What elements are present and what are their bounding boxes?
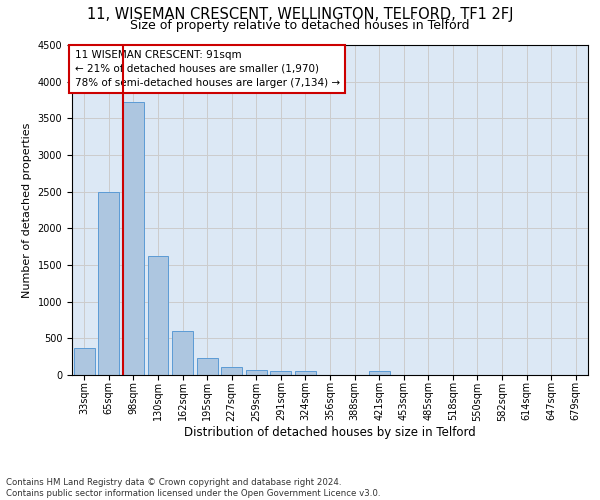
Text: 11, WISEMAN CRESCENT, WELLINGTON, TELFORD, TF1 2FJ: 11, WISEMAN CRESCENT, WELLINGTON, TELFOR… [87, 8, 513, 22]
Text: 11 WISEMAN CRESCENT: 91sqm
← 21% of detached houses are smaller (1,970)
78% of s: 11 WISEMAN CRESCENT: 91sqm ← 21% of deta… [74, 50, 340, 88]
Bar [368, 371, 389, 375]
Bar [98, 192, 119, 375]
Bar [221, 367, 242, 375]
X-axis label: Distribution of detached houses by size in Telford: Distribution of detached houses by size … [184, 426, 476, 440]
Text: Contains HM Land Registry data © Crown copyright and database right 2024.
Contai: Contains HM Land Registry data © Crown c… [6, 478, 380, 498]
Bar [197, 358, 218, 375]
Bar [172, 331, 193, 375]
Bar [246, 370, 267, 375]
Text: Size of property relative to detached houses in Telford: Size of property relative to detached ho… [130, 18, 470, 32]
Bar [148, 256, 169, 375]
Bar [271, 372, 292, 375]
Bar [295, 372, 316, 375]
Y-axis label: Number of detached properties: Number of detached properties [22, 122, 32, 298]
Bar [74, 348, 95, 375]
Bar [123, 102, 144, 375]
